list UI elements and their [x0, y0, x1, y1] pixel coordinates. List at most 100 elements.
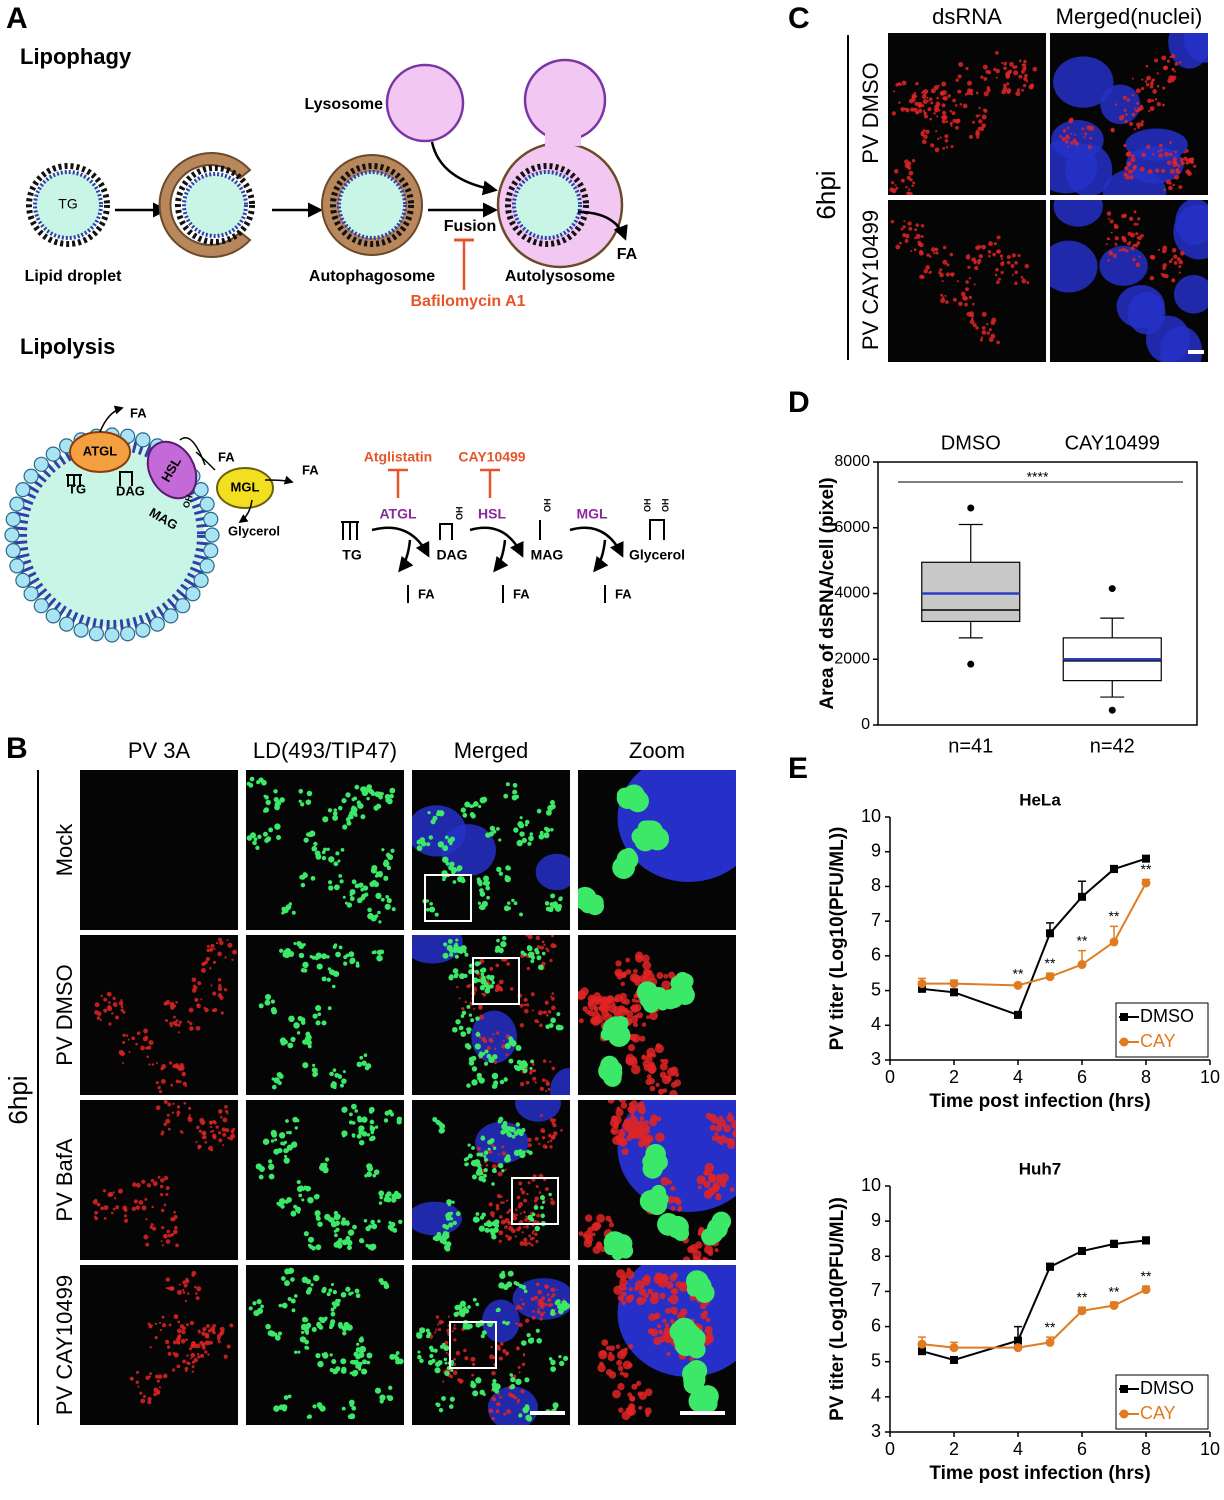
red-signal	[156, 1391, 161, 1395]
red-signal	[698, 1226, 705, 1233]
red-signal	[195, 1343, 201, 1349]
nucleus	[482, 1299, 520, 1343]
red-signal	[957, 74, 962, 79]
red-signal	[988, 328, 992, 332]
red-signal	[716, 1118, 727, 1128]
green-signal	[655, 995, 668, 1008]
nucleus	[1050, 140, 1098, 194]
red-signal	[723, 1124, 732, 1133]
micrograph	[412, 1100, 570, 1260]
red-signal	[492, 1032, 495, 1036]
legend-box	[1115, 1002, 1209, 1058]
red-signal	[921, 139, 927, 145]
red-signal	[501, 1045, 504, 1048]
red-signal	[1139, 122, 1144, 127]
red-signal	[523, 1237, 528, 1243]
red-signal	[1150, 81, 1154, 86]
green-signal	[466, 1030, 471, 1034]
red-signal	[611, 1129, 616, 1134]
red-signal	[578, 1231, 584, 1236]
green-signal	[392, 1227, 398, 1233]
red-signal	[170, 1217, 175, 1222]
y-axis-label: PV titer (Log10(PFU/ML))	[827, 827, 848, 1051]
red-signal	[1159, 143, 1163, 148]
red-signal	[1112, 253, 1117, 258]
red-signal	[644, 1388, 653, 1397]
red-signal	[952, 98, 957, 103]
marker	[1142, 1236, 1150, 1245]
red-signal	[488, 1149, 493, 1154]
red-signal	[527, 1137, 532, 1143]
green-signal	[467, 1143, 471, 1147]
red-signal	[527, 1181, 531, 1185]
green-signal	[268, 1159, 273, 1164]
red-signal	[496, 1193, 502, 1199]
red-signal	[491, 1143, 495, 1147]
red-signal	[1149, 84, 1154, 89]
red-signal	[649, 1085, 656, 1092]
red-signal	[165, 1000, 171, 1005]
green-signal	[389, 787, 396, 794]
red-signal	[508, 1208, 512, 1213]
green-signal	[483, 876, 488, 880]
red-signal	[522, 1225, 525, 1228]
red-signal	[189, 1026, 194, 1031]
green-signal	[305, 1289, 312, 1295]
red-signal	[495, 963, 500, 968]
legend-marker	[1119, 1037, 1129, 1047]
legend-box	[1115, 1374, 1209, 1430]
green-signal	[471, 804, 475, 808]
green-signal	[383, 875, 389, 881]
green-signal	[506, 866, 511, 871]
green-signal	[516, 1059, 522, 1065]
red-signal	[517, 1365, 521, 1369]
red-signal	[210, 1148, 214, 1152]
red-signal	[188, 1347, 192, 1351]
red-signal	[197, 1355, 201, 1359]
red-signal	[627, 1403, 636, 1411]
red-signal	[634, 1130, 644, 1140]
green-signal	[612, 856, 635, 880]
red-signal	[583, 1230, 593, 1240]
green-signal	[368, 1106, 375, 1113]
red-signal	[727, 1137, 734, 1144]
red-signal	[539, 1114, 543, 1117]
significance-label: **	[1077, 932, 1088, 948]
red-signal	[1145, 82, 1150, 87]
green-signal	[623, 784, 645, 807]
green-signal	[315, 853, 322, 860]
green-signal	[556, 1012, 561, 1017]
red-signal	[596, 1241, 603, 1248]
red-signal	[627, 1044, 636, 1052]
green-signal	[327, 1006, 332, 1011]
red-signal	[158, 1321, 162, 1325]
green-signal	[519, 912, 524, 917]
red-signal	[158, 1386, 161, 1389]
x-axis-label: Time post infection (hrs)	[929, 1463, 1150, 1484]
lipolysis-diagram: Lipolysis ATGL HSL MGL FA FA FA TG DAG M…	[4, 334, 319, 643]
green-signal	[338, 1324, 343, 1329]
red-signal	[541, 940, 544, 944]
red-signal	[674, 1197, 682, 1205]
green-signal	[481, 1330, 487, 1335]
red-signal	[161, 1079, 166, 1084]
green-signal	[368, 1136, 374, 1142]
enzyme-label: MGL	[576, 506, 608, 522]
y-tick-label: 7	[871, 1280, 881, 1300]
green-signal	[340, 1358, 347, 1365]
red-signal	[491, 1370, 496, 1376]
green-signal	[391, 1193, 398, 1200]
green-signal	[329, 1353, 333, 1357]
red-signal	[1162, 266, 1166, 271]
red-signal	[646, 1015, 650, 1020]
green-signal	[312, 1404, 317, 1409]
red-signal	[638, 1405, 643, 1410]
red-signal	[1068, 118, 1074, 124]
red-signal	[525, 1225, 529, 1229]
red-signal	[1003, 66, 1007, 71]
red-signal	[952, 118, 957, 123]
green-signal	[309, 954, 313, 959]
red-signal	[531, 1315, 536, 1320]
red-signal	[1006, 255, 1011, 259]
red-signal	[655, 1132, 665, 1142]
